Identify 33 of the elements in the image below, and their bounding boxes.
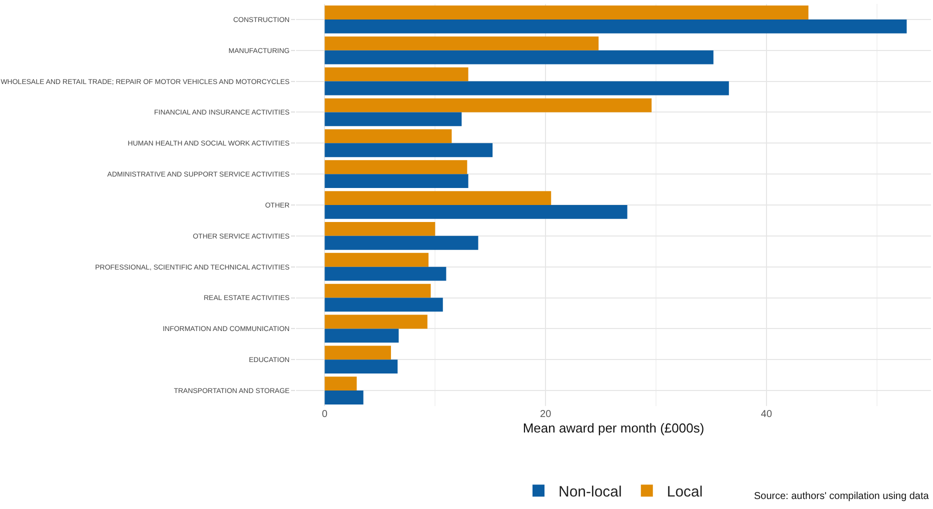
bar [324,19,907,34]
bar [324,50,714,64]
bar [324,191,552,205]
x-tick-label: 40 [760,409,772,420]
bar [324,284,431,298]
bar [324,360,398,374]
bar [324,129,452,144]
x-tick-label: 20 [540,409,552,420]
bar [324,67,468,82]
bar [324,390,364,404]
bar [324,160,468,174]
bar [324,376,357,391]
bar [324,6,808,20]
bar [324,314,428,329]
x-axis-title: Mean award per month (£000s) [522,420,704,436]
bar [324,112,462,126]
x-tick-label: 0 [322,409,328,420]
source-note: Source: authors' compilation using data [754,491,930,502]
legend-label: Local [666,483,703,500]
bar [324,266,446,281]
bar [324,328,399,343]
bar [324,222,436,236]
bar [324,252,429,267]
bar [324,298,443,312]
bar [324,143,493,158]
bar [324,205,628,219]
bar [324,346,391,360]
bar [324,98,652,112]
bar [324,236,478,250]
bar [324,81,729,96]
bar [324,174,468,188]
legend-label: Non-local [558,483,622,500]
bar [324,36,599,50]
